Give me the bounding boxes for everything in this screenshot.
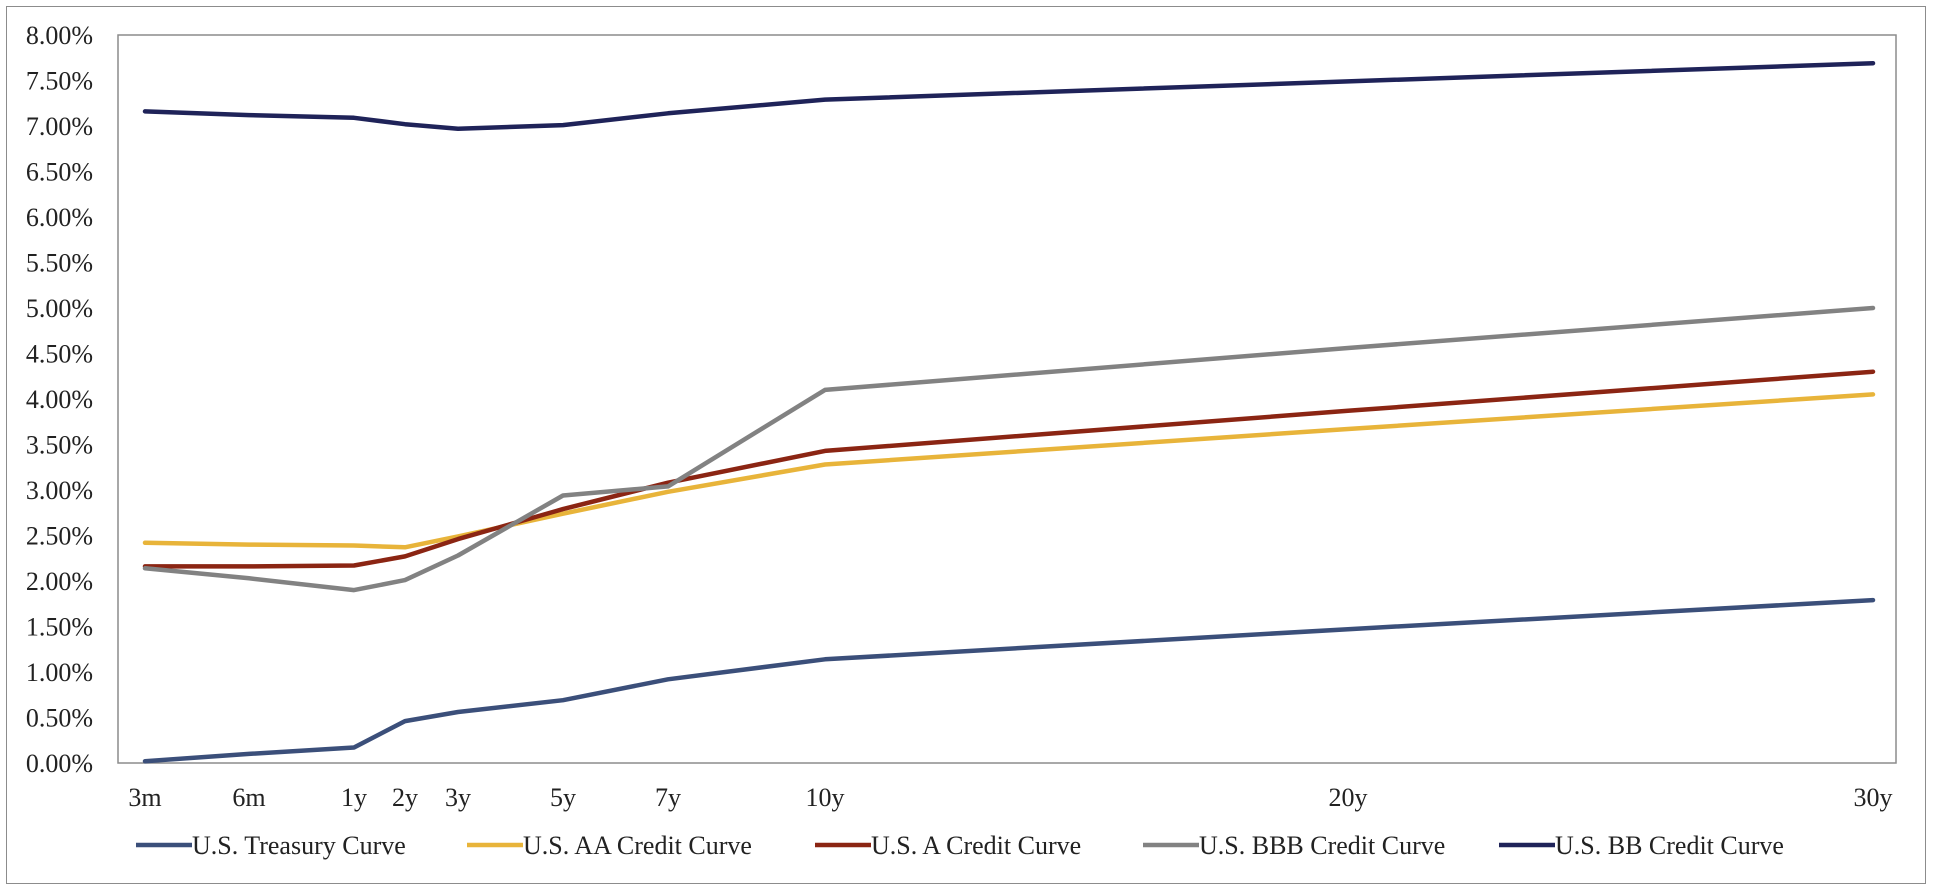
y-tick-label: 4.00% (26, 385, 93, 414)
legend-label: U.S. Treasury Curve (192, 831, 406, 860)
x-tick-label: 10y (806, 783, 845, 812)
plot-border (117, 34, 1897, 764)
x-tick-label: 2y (392, 783, 418, 812)
x-tick-label: 30y (1854, 783, 1893, 812)
x-tick-label: 7y (655, 783, 681, 812)
x-axis: 3m 6m 1y 2y 3y 5y 7y 10y 20y 30y (128, 783, 1892, 812)
legend-label: U.S. AA Credit Curve (523, 831, 752, 860)
series-layer (142, 60, 1876, 764)
series-line (142, 369, 1876, 569)
chart-frame (6, 6, 1926, 884)
y-tick-label: 1.50% (26, 613, 93, 642)
legend: U.S. Treasury Curve U.S. AA Credit Curve U… (136, 831, 1784, 860)
series-line (142, 305, 1876, 593)
x-tick-label: 3y (445, 783, 471, 812)
plot-area (117, 34, 1897, 764)
y-tick-label: 0.00% (26, 749, 93, 778)
y-axis: 0.00% 0.50% 1.00% 1.50% 2.00% 2.50% 3.00% 3.50%… (26, 21, 93, 778)
y-tick-label: 7.00% (26, 112, 93, 141)
y-tick-label: 0.50% (26, 704, 93, 733)
y-tick-label: 8.00% (26, 21, 93, 50)
y-tick-label: 3.50% (26, 431, 93, 460)
y-tick-label: 5.50% (26, 249, 93, 278)
x-tick-label: 20y (1329, 783, 1368, 812)
x-tick-label: 3m (128, 783, 161, 812)
y-tick-label: 5.00% (26, 294, 93, 323)
y-tick-label: 1.00% (26, 658, 93, 687)
series-line (142, 597, 1876, 764)
y-tick-label: 2.50% (26, 522, 93, 551)
legend-label: U.S. BBB Credit Curve (1199, 831, 1445, 860)
series-line (142, 392, 1876, 550)
legend-label: U.S. BB Credit Curve (1555, 831, 1784, 860)
series-line (142, 60, 1876, 131)
legend-label: U.S. A Credit Curve (871, 831, 1081, 860)
y-tick-label: 4.50% (26, 340, 93, 369)
y-tick-label: 2.00% (26, 567, 93, 596)
y-tick-label: 6.00% (26, 203, 93, 232)
y-tick-label: 3.00% (26, 476, 93, 505)
x-tick-label: 5y (550, 783, 576, 812)
x-tick-label: 1y (341, 783, 367, 812)
y-tick-label: 7.50% (26, 67, 93, 96)
x-tick-label: 6m (232, 783, 265, 812)
y-tick-label: 6.50% (26, 158, 93, 187)
